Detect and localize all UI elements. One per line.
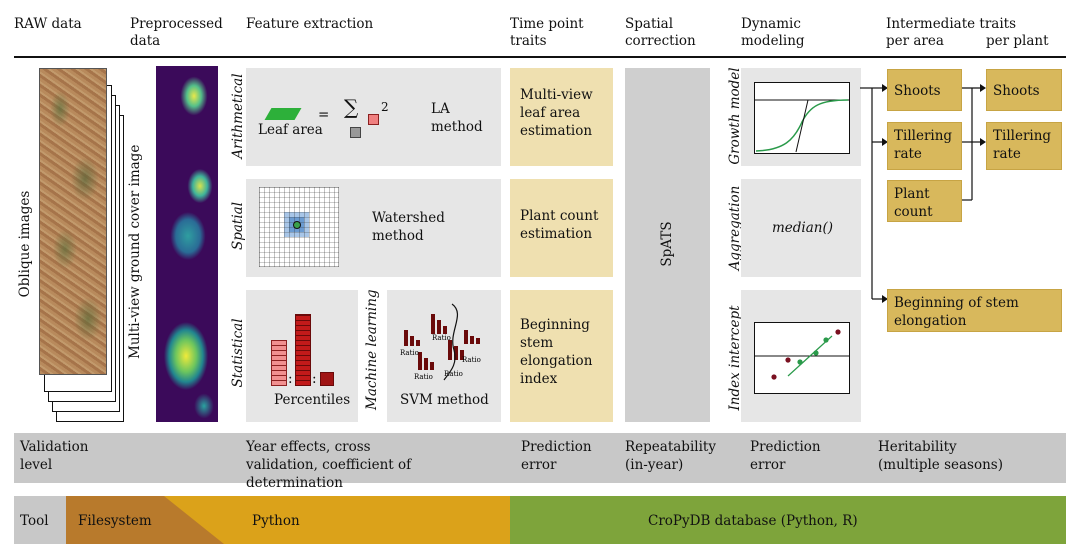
sum-symbol: ∑: [344, 95, 359, 119]
spats-panel: [625, 68, 710, 422]
trait-tillering-area: Tillering rate: [887, 122, 962, 170]
tool-row-background: [14, 496, 1066, 544]
percentile-bar-small: [320, 372, 334, 386]
exponent: 2: [381, 100, 389, 114]
red-pixel-icon: [368, 114, 379, 125]
ratio-colon-2: :: [312, 371, 317, 387]
validation-intermediate: Heritability (multiple seasons): [878, 439, 1003, 473]
header-preprocessed: Preprocessed data: [130, 16, 223, 49]
tool-filesystem: Filesystem: [78, 513, 152, 529]
trait-connector-lines: [860, 84, 986, 303]
trait-shoots-plant: Shoots: [986, 69, 1062, 111]
aggregation-panel: [741, 179, 861, 277]
trait-stem-elongation-area: Beginning of stem elongation: [887, 289, 1062, 332]
spatial-label: Spatial: [230, 201, 246, 251]
header-feature-extraction: Feature extraction: [246, 16, 374, 32]
svm-method-label: SVM method: [400, 392, 489, 408]
validation-dynamic: Prediction error: [750, 439, 821, 473]
la-method-label: LA method: [431, 101, 483, 135]
spats-label: SpATS: [659, 221, 675, 267]
oblique-image-photo: [39, 68, 107, 375]
tool-label: Tool: [20, 513, 49, 529]
header-per-area: per area: [886, 33, 944, 49]
validation-timepoint: Prediction error: [521, 439, 592, 473]
header-dynamic-modeling: Dynamic modeling: [741, 16, 805, 49]
ratio-label-3: Ratio: [414, 373, 433, 381]
timepoint-plant-count: Plant count estimation: [510, 179, 613, 277]
intercept-chart: [754, 322, 850, 394]
header-time-point-traits: Time point traits: [510, 16, 584, 49]
oblique-images-label: Oblique images: [17, 190, 33, 298]
ratio-label-1: Ratio: [400, 349, 419, 357]
ground-cover-image: [156, 66, 218, 422]
leaf-area-label: Leaf area: [258, 122, 323, 138]
header-rule: [14, 56, 1066, 58]
validation-feature: Year effects, cross validation, coeffici…: [246, 439, 412, 491]
ratio-label-2: Ratio: [432, 334, 451, 342]
header-raw-data: RAW data: [14, 16, 82, 32]
equals-sign: =: [318, 107, 330, 123]
header-spatial-correction: Spatial correction: [625, 16, 696, 49]
trait-tillering-plant: Tillering rate: [986, 122, 1062, 170]
header-per-plant: per plant: [986, 33, 1049, 49]
percentile-bar-dark: [295, 314, 311, 386]
watershed-grid: [259, 187, 339, 267]
percentiles-label: Percentiles: [274, 392, 351, 408]
watershed-method-label: Watershed method: [372, 210, 445, 244]
trait-plant-count-area: Plant count: [887, 180, 962, 222]
machine-learning-label: Machine learning: [364, 289, 380, 410]
tool-database: CroPyDB database (Python, R): [648, 513, 858, 529]
ratio-label-4: Ratio: [444, 370, 463, 378]
median-function: median(): [772, 220, 834, 236]
ratio-colon-1: :: [288, 371, 293, 387]
arithmetical-label: Arithmetical: [230, 73, 246, 159]
statistical-label: Statistical: [230, 318, 246, 388]
validation-row: [14, 433, 1066, 483]
preprocessed-label: Multi-view ground cover image: [127, 144, 143, 359]
trait-shoots-area: Shoots: [887, 69, 962, 111]
growth-curve-chart: [754, 82, 850, 154]
gray-pixel-icon: [350, 127, 361, 138]
timepoint-leaf-area: Multi-view leaf area estimation: [510, 68, 613, 166]
ml-panel: [387, 290, 501, 422]
header-intermediate-traits: Intermediate traits: [886, 16, 1016, 32]
tool-row: [14, 496, 1066, 544]
timepoint-stem-elongation: Beginning stem elongation index: [510, 290, 613, 422]
tool-python: Python: [252, 513, 300, 529]
validation-spatial: Repeatability (in-year): [625, 439, 716, 473]
percentile-bar-light: [271, 340, 287, 386]
validation-level-label: Validation level: [20, 439, 89, 473]
svm-chart: Ratio Ratio Ratio Ratio Ratio: [400, 303, 481, 381]
ratio-label-5: Ratio: [462, 356, 481, 364]
